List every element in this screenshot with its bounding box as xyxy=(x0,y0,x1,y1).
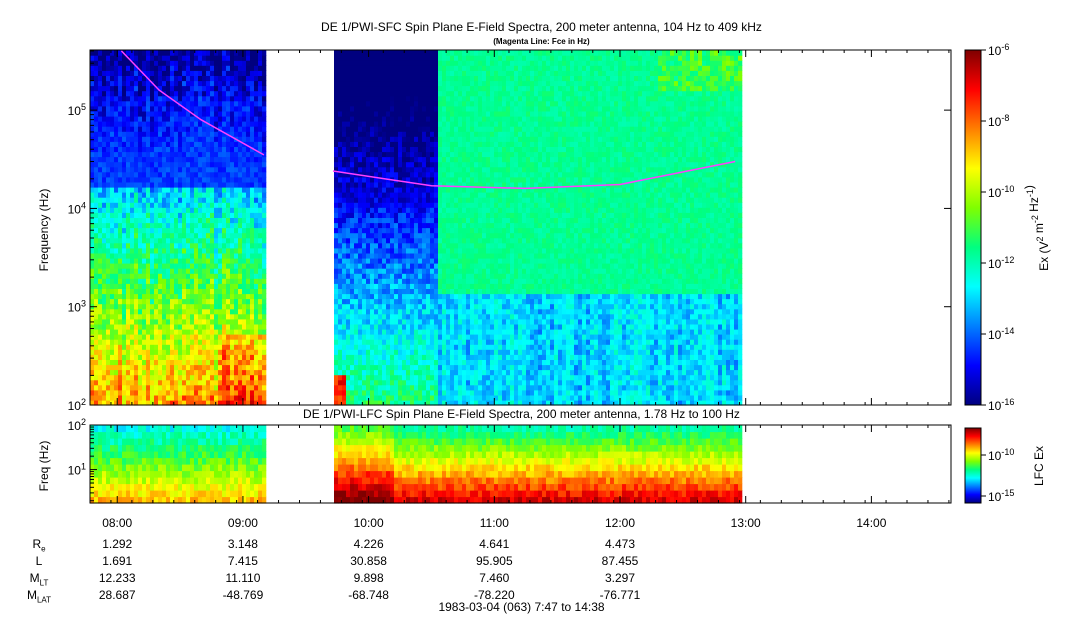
lfc-y-tick-label: 101 xyxy=(68,462,86,478)
lfc-y-tick-label: 102 xyxy=(68,417,86,433)
sfc-colorbar-tick-label: 10-14 xyxy=(988,326,1014,342)
time-axis: 08:00 09:00 10:00 11:00 12:00 13:00 14:00 xyxy=(89,50,950,530)
time-tick-label: 12:00 xyxy=(605,516,635,530)
sfc-colorbar-gradient xyxy=(964,49,982,406)
fce-note: (Magenta Line: Fce in Hz) xyxy=(493,37,590,46)
orbit-value: 9.898 xyxy=(353,571,384,585)
orbit-value: 1.691 xyxy=(102,554,133,568)
lfc-colorbar: 10-10 10-15 LFC Ex xyxy=(964,427,1046,504)
orbit-row-label: L xyxy=(35,554,43,568)
orbit-value: -68.748 xyxy=(348,588,389,602)
lfc-y-label: Freq (Hz) xyxy=(37,441,51,492)
orbit-row-label: MLT xyxy=(29,571,49,588)
sfc-spectrogram xyxy=(90,50,743,406)
sfc-y-tick-label: 103 xyxy=(68,299,86,315)
time-range-footer: 1983-03-04 (063) 7:47 to 14:38 xyxy=(438,600,605,614)
orbit-row-label: Re xyxy=(32,537,46,554)
lfc-panel: 101 102 Freq (Hz) xyxy=(37,417,952,504)
time-tick-label: 13:00 xyxy=(731,516,761,530)
sfc-colorbar-tick-label: 10-12 xyxy=(988,255,1014,271)
lfc-colorbar-tick-label: 10-10 xyxy=(988,447,1014,463)
orbit-value: 11.110 xyxy=(225,571,261,585)
sfc-y-tick-label: 102 xyxy=(68,397,86,413)
lfc-y-axis: 101 102 xyxy=(68,417,97,502)
sfc-colorbar-tick-label: 10-6 xyxy=(988,42,1009,58)
lfc-colorbar-gradient xyxy=(964,427,982,504)
orbit-value: 95.905 xyxy=(475,554,513,568)
sfc-colorbar-tick-label: 10-16 xyxy=(988,397,1014,413)
sfc-colorbar: 10-6 10-8 10-10 10-12 10-14 10-16 Ex (V2 m-2 … xyxy=(964,42,1051,413)
orbit-value: 12.233 xyxy=(98,571,136,585)
sfc-y-tick-label: 105 xyxy=(68,102,86,118)
sfc-y-tick-label: 104 xyxy=(68,200,86,216)
orbit-value: 3.297 xyxy=(604,571,636,585)
fce-line xyxy=(120,50,736,190)
orbit-value: 4.473 xyxy=(604,537,636,551)
sfc-colorbar-tick-label: 10-10 xyxy=(988,184,1014,200)
orbit-value: 28.687 xyxy=(98,588,136,602)
sfc-colorbar-label: Ex (V2 m-2 Hz-1) xyxy=(1022,185,1051,271)
time-tick-label: 08:00 xyxy=(102,516,132,530)
sfc-colorbar-tick-label: 10-8 xyxy=(988,113,1009,129)
time-tick-label: 09:00 xyxy=(228,516,258,530)
orbit-value: 87.455 xyxy=(601,554,639,568)
orbit-value: -78.220 xyxy=(473,588,515,602)
orbit-value: 1.292 xyxy=(102,537,133,551)
sfc-panel: 102 103 104 105 Frequency (Hz) xyxy=(37,49,952,413)
sfc-frame xyxy=(89,49,952,406)
sfc-y-label: Frequency (Hz) xyxy=(37,189,51,272)
lfc-title: DE 1/PWI-LFC Spin Plane E-Field Spectra,… xyxy=(303,407,740,421)
lfc-frame xyxy=(89,424,952,504)
orbit-value: 4.226 xyxy=(353,537,384,551)
sfc-y-axis: 102 103 104 105 xyxy=(68,50,951,413)
time-tick-label: 11:00 xyxy=(480,516,509,530)
orbit-value: -76.771 xyxy=(599,588,641,602)
time-tick-label: 14:00 xyxy=(856,516,886,530)
orbit-value: 7.460 xyxy=(479,571,510,585)
sfc-title: DE 1/PWI-SFC Spin Plane E-Field Spectra,… xyxy=(321,20,762,34)
time-tick-label: 10:00 xyxy=(354,516,384,530)
lfc-colorbar-label: LFC Ex xyxy=(1032,446,1046,486)
orbit-value: -48.769 xyxy=(222,588,264,602)
orbit-value: 7.415 xyxy=(227,554,258,568)
orbit-value: 3.148 xyxy=(227,537,258,551)
orbit-value: 30.858 xyxy=(350,554,387,568)
lfc-spectrogram xyxy=(90,425,743,504)
orbit-value: 4.641 xyxy=(479,537,510,551)
orbit-row-label: MLAT xyxy=(26,588,52,605)
lfc-colorbar-tick-label: 10-15 xyxy=(988,488,1014,504)
